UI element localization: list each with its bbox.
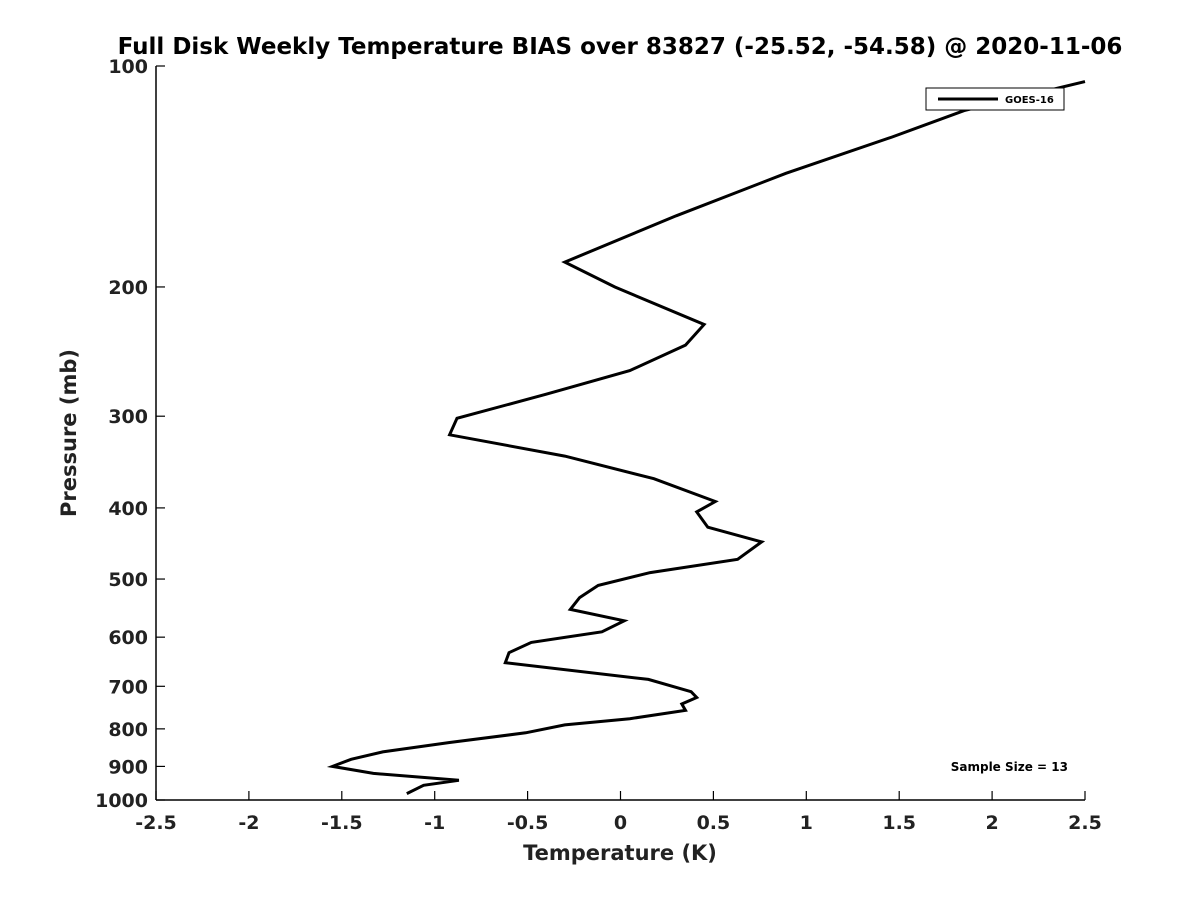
y-tick-label: 800 bbox=[108, 719, 148, 741]
series-layer bbox=[326, 80, 1086, 795]
y-tick-label: 900 bbox=[108, 756, 148, 778]
y-axis: 100 200 300 400 500 600 700 800 900 1000 bbox=[95, 56, 165, 812]
y-tick-label: 100 bbox=[108, 56, 148, 78]
y-tick-label: 600 bbox=[108, 627, 148, 649]
x-tick-label: 0 bbox=[614, 812, 627, 834]
x-tick-label: 1 bbox=[800, 812, 813, 834]
x-tick-label: -2.5 bbox=[135, 812, 177, 834]
x-tick-label: -1 bbox=[424, 812, 445, 834]
series-line-goes-16 bbox=[326, 80, 1086, 795]
x-tick-label: -1.5 bbox=[321, 812, 363, 834]
y-tick-label: 300 bbox=[108, 406, 148, 428]
x-tick-label: 0.5 bbox=[697, 812, 731, 834]
y-axis-label: Pressure (mb) bbox=[57, 349, 81, 517]
y-tick-label: 500 bbox=[108, 569, 148, 591]
y-tick-label: 700 bbox=[108, 676, 148, 698]
x-axis: -2.5 -2 -1.5 -1 -0.5 0 0.5 1 1.5 2 2.5 bbox=[135, 791, 1102, 834]
y-tick-label: 1000 bbox=[95, 790, 148, 812]
legend: GOES-16 bbox=[925, 87, 1065, 111]
sample-size-note: Sample Size = 13 bbox=[951, 760, 1068, 774]
x-tick-label: 1.5 bbox=[882, 812, 916, 834]
y-tick-label: 400 bbox=[108, 498, 148, 520]
y-tick-label: 200 bbox=[108, 277, 148, 299]
x-tick-label: 2 bbox=[985, 812, 998, 834]
legend-entry-goes-16: GOES-16 bbox=[1005, 95, 1054, 106]
chart-title: Full Disk Weekly Temperature BIAS over 8… bbox=[118, 34, 1123, 60]
x-tick-label: -0.5 bbox=[507, 812, 549, 834]
x-axis-label: Temperature (K) bbox=[523, 841, 717, 865]
x-tick-label: -2 bbox=[238, 812, 259, 834]
x-tick-label: 2.5 bbox=[1068, 812, 1102, 834]
plot-area bbox=[156, 66, 1085, 800]
